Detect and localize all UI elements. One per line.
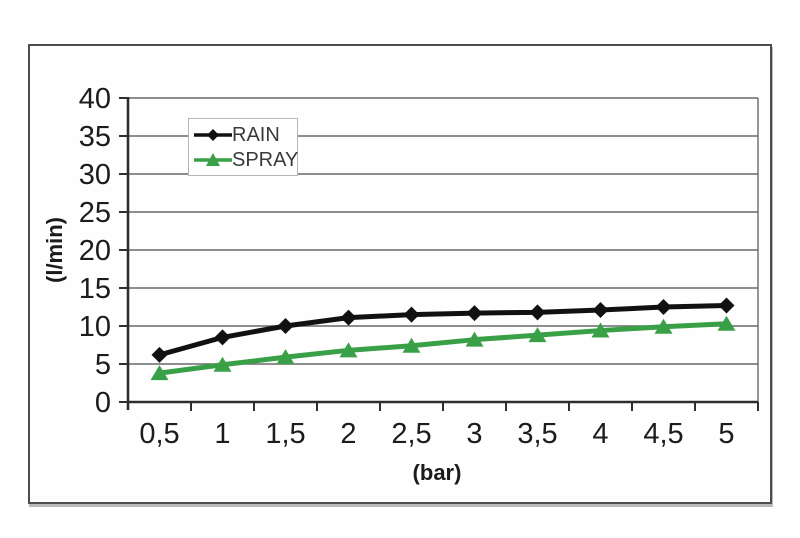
x-tick-label: 0,5 (139, 418, 179, 450)
marker-triangle-spray (654, 318, 673, 334)
marker-diamond-rain (151, 346, 168, 363)
marker-triangle-spray (402, 337, 421, 353)
marker-diamond-rain (277, 318, 294, 334)
legend: RAIN SPRAY (188, 118, 298, 176)
legend-item-rain: RAIN (193, 123, 295, 147)
x-tick-label: 2 (340, 418, 356, 450)
x-tick-label: 2,5 (391, 418, 431, 450)
series-line-spray (157, 321, 729, 376)
marker-diamond-rain (403, 306, 420, 323)
marker-diamond-rain (214, 329, 231, 346)
legend-item-spray: SPRAY (193, 148, 299, 172)
chart-frame: 0 5 10 15 20 25 30 35 40 0,5 1 1,5 2 2,5 3 3,5 4 4,5 5 (l/… (28, 44, 772, 504)
x-axis-title: (bar) (412, 460, 462, 485)
x-tick-label: 1,5 (265, 418, 305, 450)
y-tick-label: 10 (79, 311, 111, 343)
marker-diamond-rain (340, 309, 357, 326)
marker-triangle-spray (276, 349, 295, 365)
x-tick-label: 4 (592, 418, 608, 450)
y-tick-label: 20 (79, 235, 111, 267)
marker-diamond-rain (655, 299, 672, 315)
rain-line-diamond-icon (193, 125, 233, 145)
x-tick-label: 5 (718, 418, 734, 450)
y-axis-title: (l/min) (42, 217, 67, 283)
marker-diamond-rain (592, 302, 609, 319)
chart-plot-canvas: 0 5 10 15 20 25 30 35 40 0,5 1 1,5 2 2,5 3 3,5 4 4,5 5 (79, 83, 759, 450)
y-tick-label: 35 (79, 121, 111, 153)
y-tick-label: 5 (95, 349, 111, 381)
marker-triangle-spray (339, 342, 358, 358)
marker-triangle-spray (465, 331, 484, 347)
marker-diamond-rain (718, 297, 735, 314)
y-tick-label: 30 (79, 159, 111, 191)
x-tick-label: 3,5 (517, 418, 557, 450)
spray-line-triangle-icon (193, 150, 233, 170)
x-tick-label: 4,5 (643, 418, 683, 450)
marker-triangle-spray (528, 327, 547, 343)
marker-diamond-rain (466, 305, 483, 322)
y-tick-label: 25 (79, 197, 111, 229)
marker-triangle-spray (213, 356, 232, 372)
marker-triangle-spray (150, 365, 169, 381)
marker-triangle-spray (717, 315, 736, 331)
series-line-rain (157, 302, 729, 358)
y-tick-label: 0 (95, 387, 111, 419)
legend-label-spray: SPRAY (232, 148, 299, 171)
x-tick-label: 3 (466, 418, 482, 450)
legend-label-rain: RAIN (232, 123, 280, 146)
x-tick-label: 1 (214, 418, 230, 450)
y-tick-label: 15 (79, 273, 111, 305)
marker-diamond-rain (529, 304, 546, 321)
marker-triangle-spray (591, 322, 610, 338)
y-tick-label: 40 (79, 83, 111, 115)
